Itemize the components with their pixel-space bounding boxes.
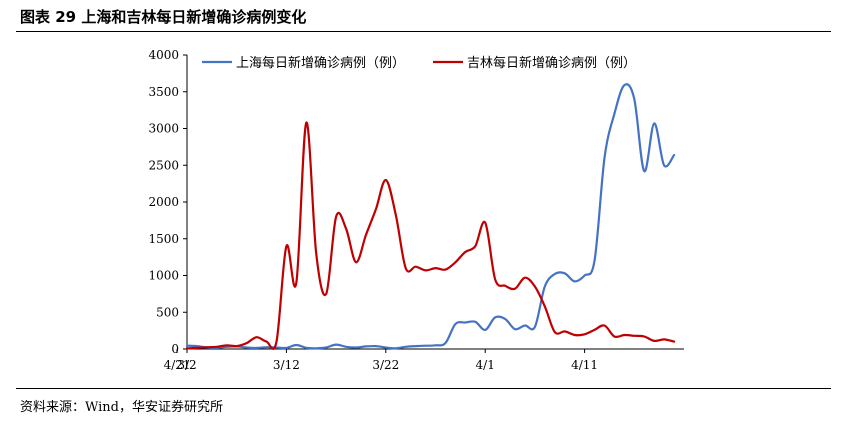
y-tick-label: 4000 (148, 48, 179, 62)
bottom-rule (16, 388, 831, 389)
y-tick-label: 1500 (148, 232, 179, 246)
y-tick-label: 3000 (148, 122, 179, 136)
source-note: 资料来源：Wind，华安证券研究所 (20, 400, 223, 415)
x-tick-label: 4/1 (476, 358, 495, 372)
chart-axes: 0 500 1000 1500 2000 2500 3000 3500 4000 3/2 3/12 3… (148, 48, 684, 372)
y-tick-label: 2000 (148, 195, 179, 209)
x-tick-label: 4/11 (571, 358, 598, 372)
y-tick-label: 500 (156, 305, 179, 319)
y-tick-label: 2500 (148, 158, 179, 172)
series-line-1 (185, 83, 676, 350)
x-tick-label: 3/22 (372, 358, 399, 372)
x-tick-label: 3/12 (273, 358, 300, 372)
chart-legend: 上海每日新增确诊病例（例） 吉林每日新增确诊病例（例） (202, 55, 636, 71)
series-line-2 (185, 121, 676, 350)
y-tick-label: 3500 (148, 85, 179, 99)
legend-label-1: 上海每日新增确诊病例（例） (236, 55, 405, 71)
y-tick-label: 0 (171, 342, 179, 356)
chart-series (185, 83, 676, 350)
y-tick-label: 1000 (148, 269, 179, 283)
figure-title: 图表 29 上海和吉林每日新增确诊病例变化 (20, 8, 307, 26)
x-tick-label: 4/21 (164, 358, 191, 372)
top-rule (16, 31, 831, 32)
x-tick-label: 3/2 (177, 358, 196, 372)
legend-label-2: 吉林每日新增确诊病例（例） (467, 55, 636, 71)
